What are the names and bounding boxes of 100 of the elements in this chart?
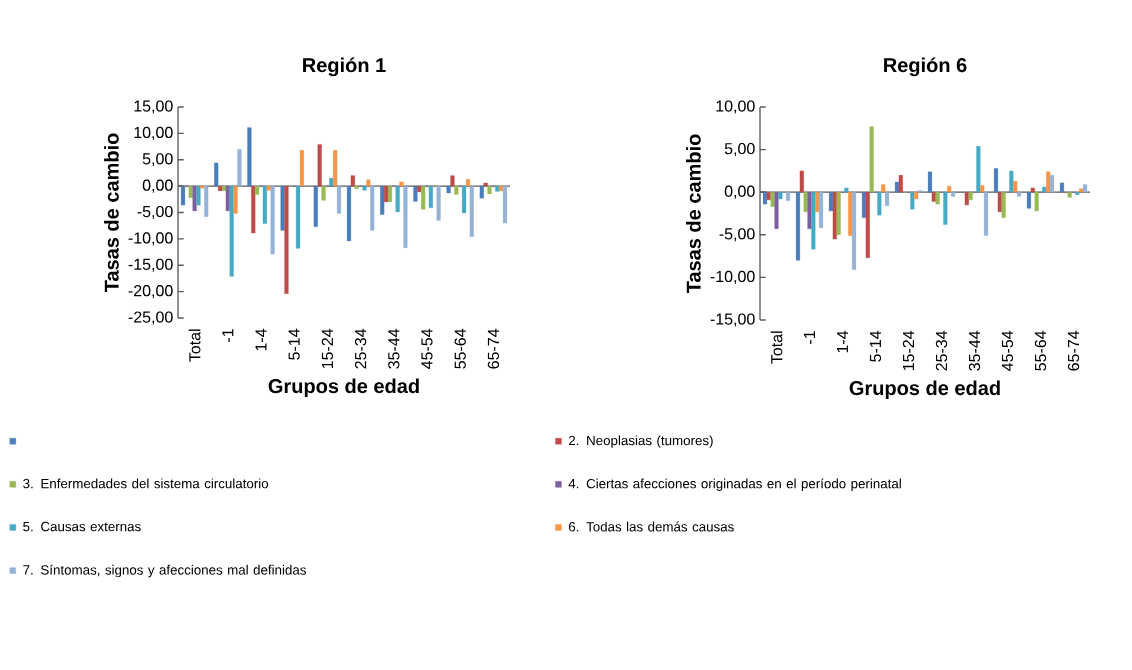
bar [366, 179, 371, 187]
y-tick-label: -10,00 [710, 270, 755, 284]
bar [255, 185, 260, 195]
bar [483, 182, 488, 187]
y-tick-label: -15,00 [128, 258, 173, 272]
bar [851, 192, 857, 270]
bar [803, 192, 808, 212]
x-tick-label: 55-64 [454, 328, 466, 369]
bar [997, 192, 1002, 212]
x-tick-label: 25-34 [354, 328, 367, 369]
legend-label: 3. Enfermedades del sistema circulatorio [23, 478, 269, 489]
x-tick-label: 35-44 [968, 330, 981, 371]
bar [968, 192, 973, 200]
x-tick-label: 5-14 [288, 328, 300, 360]
y-tick-label: 0,00 [142, 179, 173, 193]
bar [898, 175, 903, 193]
bar [884, 192, 890, 206]
bar [807, 192, 812, 229]
bar [983, 192, 989, 236]
bar [910, 192, 915, 210]
bar [387, 185, 393, 203]
x-tick-label: 35-44 [388, 328, 400, 369]
bar [284, 185, 289, 294]
y-tick-label: 5,00 [724, 142, 755, 157]
legend-label: 7. Síntomas, signos y afecciones mal definidas [23, 564, 306, 578]
x-tick-label: 15-24 [902, 330, 915, 371]
bar [487, 185, 492, 195]
bar [836, 192, 841, 235]
bar [844, 187, 849, 193]
bar [894, 181, 900, 193]
bar [1013, 180, 1018, 193]
bar [479, 185, 484, 199]
y-tick-label: 10,00 [716, 100, 755, 114]
y-tick-label: 10,00 [134, 126, 173, 140]
bar [346, 185, 352, 242]
y-tick-label: -25,00 [128, 311, 173, 325]
bar [329, 178, 334, 187]
legend-label: 6. Todas las demás causas [568, 521, 734, 532]
bar [336, 185, 342, 214]
bar [229, 185, 234, 277]
bar [1026, 192, 1032, 209]
bar [1049, 175, 1055, 193]
y-tick-label: 5,00 [142, 153, 173, 167]
bar [247, 127, 252, 187]
x-tick-label: 65-74 [487, 328, 500, 369]
x-tick-label: 5-14 [869, 330, 882, 362]
legend-label: 5. Causas externas [23, 521, 141, 532]
bar [188, 185, 193, 198]
bar [270, 185, 275, 255]
bar [1079, 188, 1084, 193]
bar [296, 185, 301, 249]
bar [766, 192, 771, 200]
x-tick-label: 1-4 [837, 330, 849, 353]
bar [799, 170, 804, 193]
bar [225, 185, 230, 212]
bar [931, 192, 936, 202]
bar [461, 185, 467, 214]
bar [299, 150, 305, 187]
bar [818, 192, 824, 229]
bar [1001, 192, 1006, 218]
bar [778, 192, 783, 200]
bar [214, 162, 219, 187]
bar [774, 192, 779, 229]
bar [914, 192, 919, 200]
bar [251, 185, 256, 234]
bar [192, 185, 197, 212]
bar [454, 185, 459, 195]
bar [354, 185, 359, 189]
bar [980, 185, 985, 193]
bar [436, 185, 441, 221]
bar [1030, 187, 1035, 193]
bar [795, 192, 801, 261]
bar [237, 149, 242, 187]
bar [1082, 184, 1088, 193]
bar [1009, 170, 1014, 193]
bar [204, 185, 209, 217]
bar [1075, 192, 1080, 195]
bar [280, 185, 285, 231]
bar [762, 192, 768, 205]
bar [180, 185, 186, 206]
bar [881, 184, 886, 193]
bar [262, 185, 267, 224]
bar [321, 185, 326, 201]
bar [927, 171, 933, 193]
bar [417, 185, 422, 193]
bar [964, 192, 969, 206]
y-axis-title: Tasas de cambio [104, 133, 119, 293]
bar [785, 192, 791, 201]
bar [450, 175, 455, 187]
bar [947, 186, 952, 193]
y-tick-label: -5,00 [719, 228, 755, 242]
bar [395, 185, 400, 213]
x-tick-label: 65-74 [1067, 330, 1080, 371]
bar [976, 146, 981, 193]
bar [865, 192, 870, 258]
bar [1042, 186, 1047, 193]
x-tick-label: 45-54 [421, 328, 433, 369]
bar [221, 185, 227, 192]
bar [861, 192, 867, 218]
bar [350, 175, 355, 187]
